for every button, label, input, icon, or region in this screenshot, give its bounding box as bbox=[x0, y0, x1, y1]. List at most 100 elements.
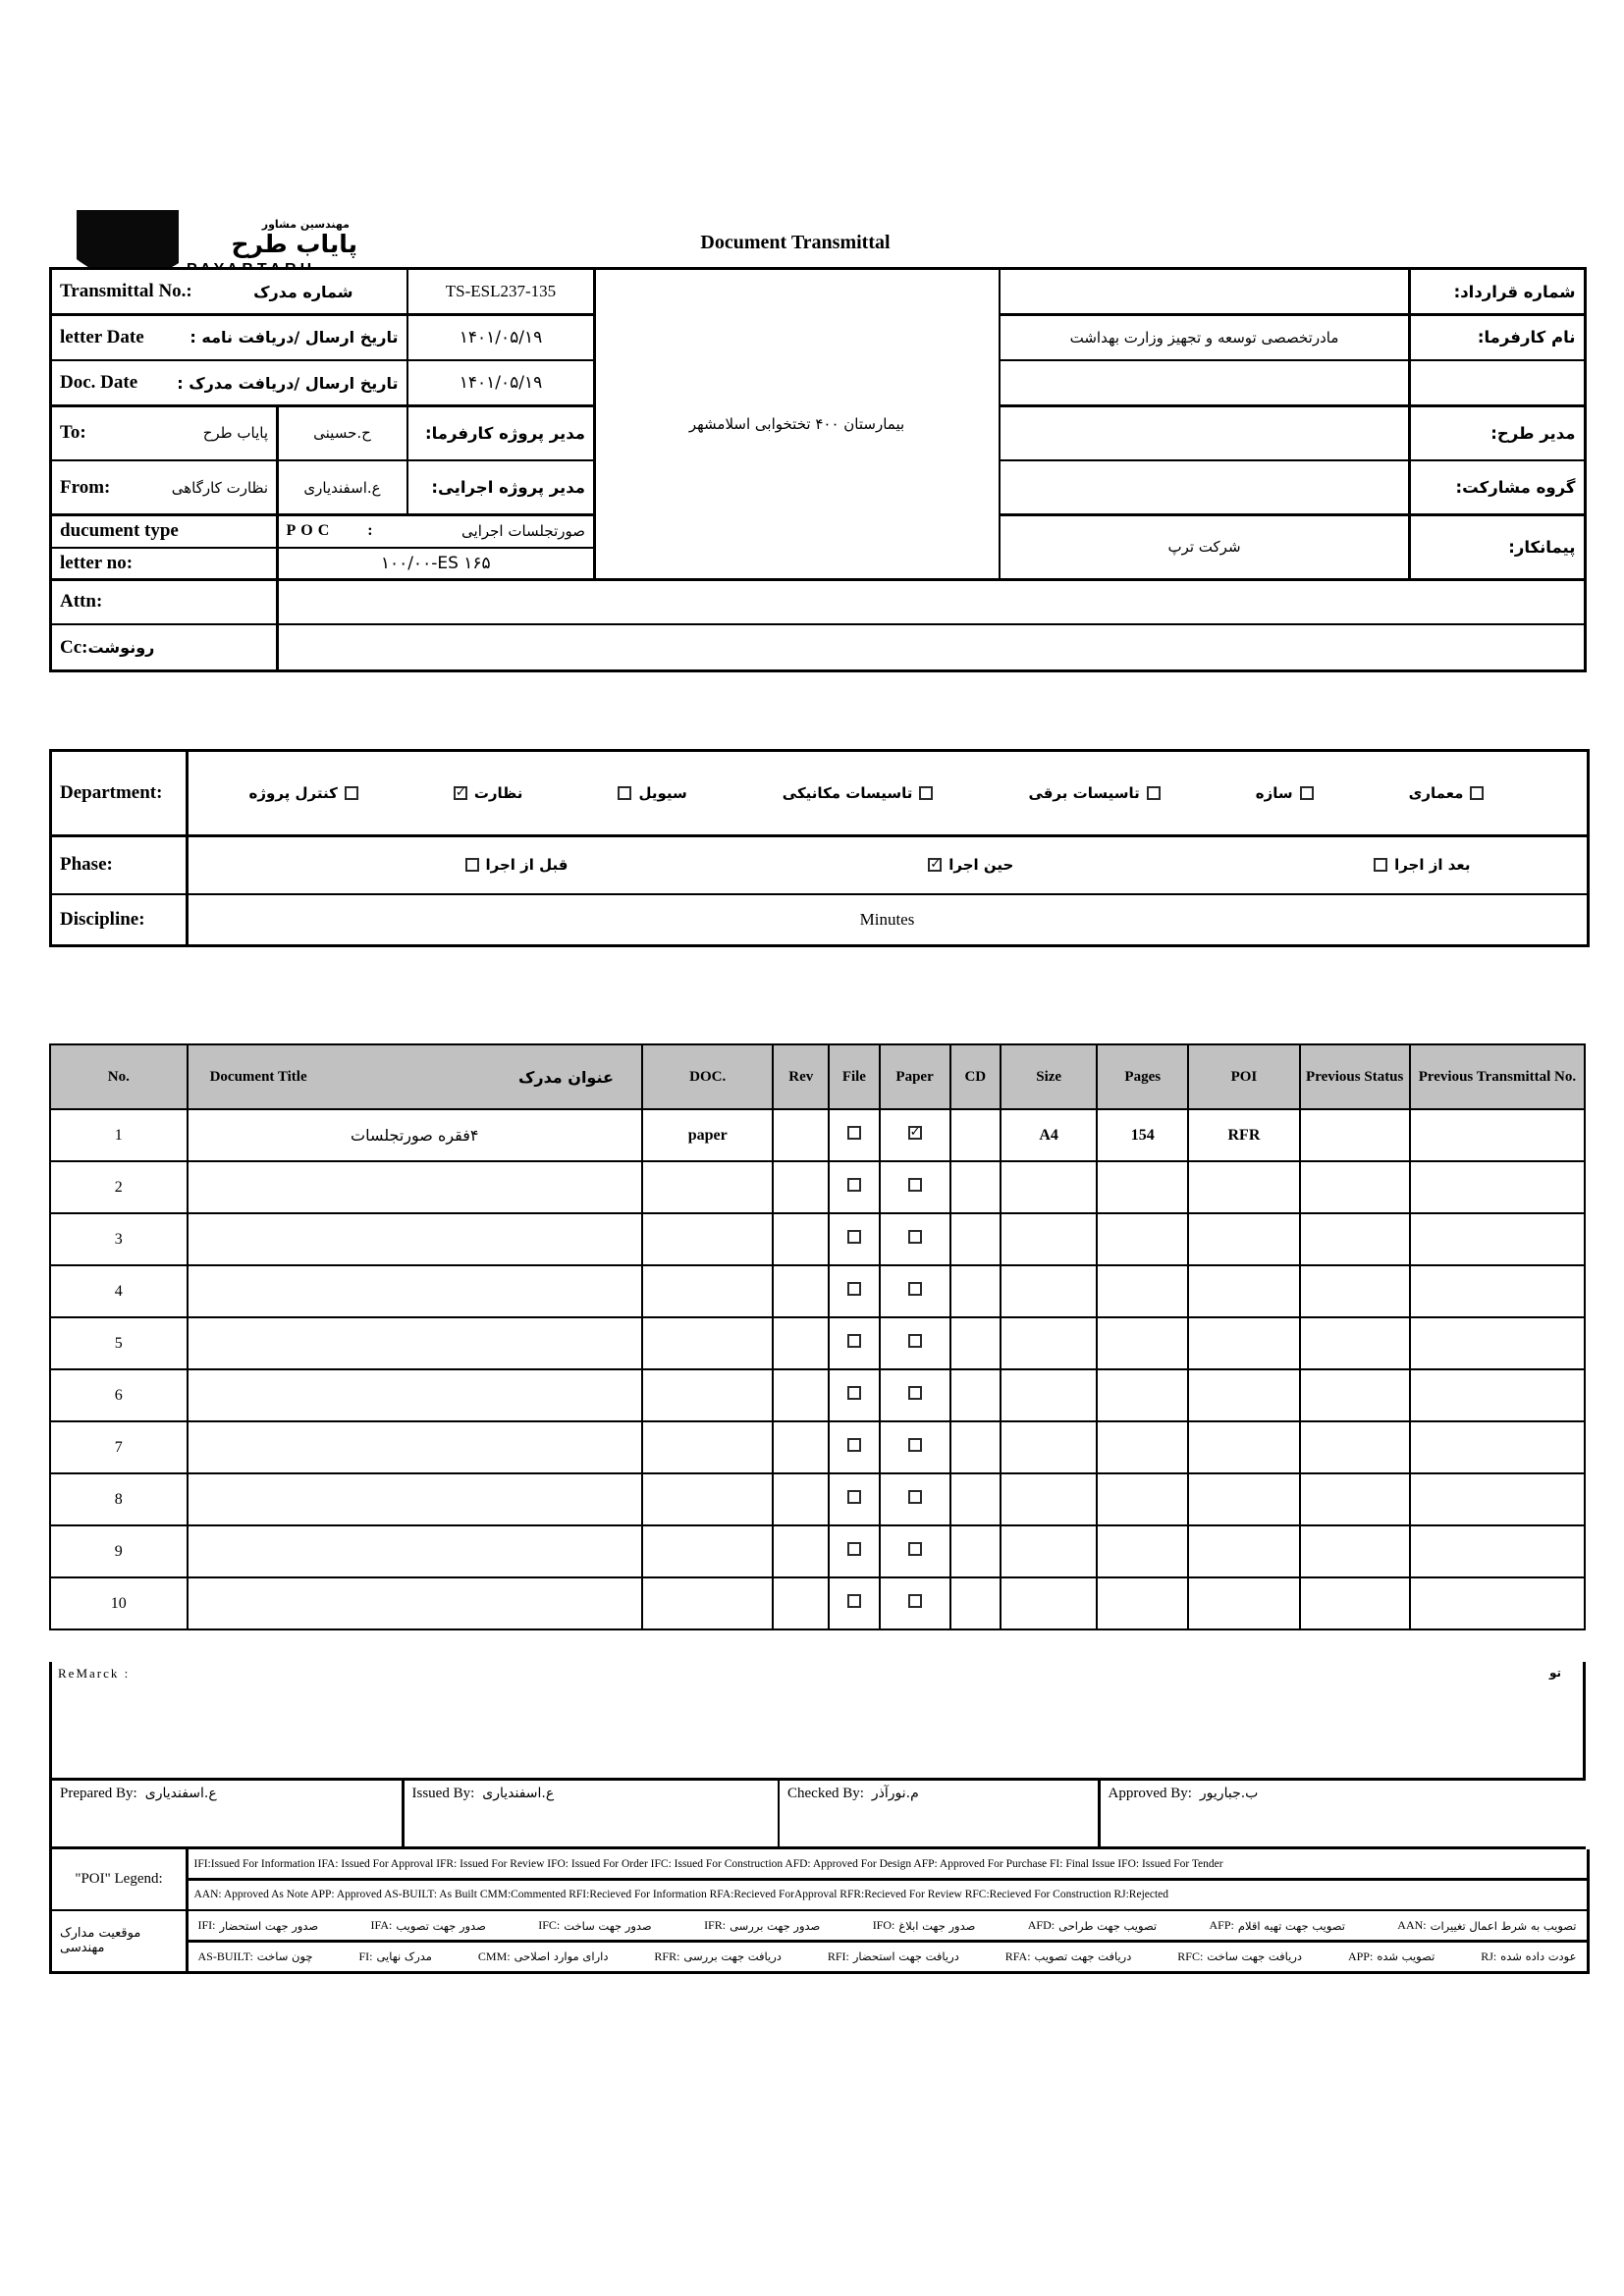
cell-poi bbox=[1187, 1420, 1301, 1474]
cell-cd bbox=[948, 1472, 1002, 1526]
cell-no: 3 bbox=[49, 1212, 189, 1266]
department-option: تاسیسات برقی bbox=[1028, 784, 1161, 802]
contract-no-value-cell bbox=[1001, 270, 1408, 313]
prepared-by-cell: Prepared By: ع.اسفندیاری bbox=[52, 1781, 402, 1846]
letter-date-value: ۱۴۰۱/۰۵/۱۹ bbox=[408, 315, 593, 359]
document-list-table: No. Document Title عنوان مدرک DOC. Rev F… bbox=[49, 1043, 1587, 1630]
contractor-name: شرکت ترپ bbox=[1167, 538, 1241, 557]
from-person: ع.اسفندیاری bbox=[303, 478, 381, 497]
table-row: 10 bbox=[49, 1576, 1587, 1630]
cell-file bbox=[828, 1420, 881, 1474]
from-label: From: bbox=[60, 476, 111, 498]
doc-date-label-cell: Doc. Date تاریخ ارسال /دریافت مدرک : bbox=[52, 361, 406, 404]
issued-by-name: ع.اسفندیاری bbox=[482, 1786, 555, 1801]
letter-no-label: letter no: bbox=[60, 553, 134, 573]
file-checkbox bbox=[846, 1490, 861, 1504]
letter-no-value-cell: ۱۰۰/۰۰-ES ۱۶۵ bbox=[278, 549, 593, 578]
brand-tagline-fa: مهندسین مشاور bbox=[261, 218, 350, 231]
legend-item: IFO: صدور جهت ابلاغ bbox=[872, 1918, 976, 1933]
cell-prev-status bbox=[1298, 1420, 1411, 1474]
cell-pages bbox=[1096, 1316, 1190, 1370]
department-label: Department: bbox=[60, 782, 163, 803]
attn-value-cell bbox=[278, 580, 1584, 623]
legend-item: AFD: تصویب جهت طراحی bbox=[1027, 1918, 1158, 1933]
from-label-cell: From: نظارت کارگاهی bbox=[52, 461, 276, 513]
cell-pages bbox=[1096, 1524, 1190, 1578]
paper-checkbox bbox=[907, 1334, 922, 1348]
option-label: بعد از اجرا bbox=[1394, 856, 1471, 874]
cell-cd bbox=[948, 1264, 1002, 1318]
table-row: 5 bbox=[49, 1316, 1587, 1370]
cell-prev-status bbox=[1298, 1368, 1411, 1422]
file-checkbox bbox=[846, 1542, 861, 1556]
cell-poi bbox=[1187, 1576, 1301, 1630]
cell-poi: RFR bbox=[1187, 1108, 1301, 1162]
file-checkbox bbox=[846, 1126, 861, 1140]
client-name: مادرتخصصی توسعه و تجهیز وزارت بهداشت bbox=[1069, 328, 1339, 347]
cell-no: 10 bbox=[49, 1576, 189, 1630]
header-no: No. bbox=[49, 1043, 189, 1110]
cell-title bbox=[186, 1420, 643, 1474]
paper-checkbox bbox=[907, 1490, 922, 1504]
transmittal-no-label-en: Transmittal No.: bbox=[60, 281, 192, 301]
cell-poi bbox=[1187, 1264, 1301, 1318]
option-checkbox bbox=[1470, 786, 1485, 800]
discipline-label-cell: Discipline: bbox=[52, 895, 186, 944]
cell-no: 6 bbox=[49, 1368, 189, 1422]
table-row: 8 bbox=[49, 1472, 1587, 1526]
option-label: تاسیسات مکانیکی bbox=[782, 784, 913, 802]
phase-label: Phase: bbox=[60, 854, 113, 875]
cell-pages bbox=[1096, 1264, 1190, 1318]
checked-by-label: Checked By: bbox=[787, 1786, 864, 1801]
cell-rev bbox=[772, 1212, 831, 1266]
cell-title bbox=[186, 1212, 643, 1266]
cell-cd bbox=[948, 1316, 1002, 1370]
letter-date-label-fa: تاریخ ارسال /دریافت نامه : bbox=[189, 328, 399, 347]
cell-file bbox=[828, 1264, 881, 1318]
remark-label: ReMarck : bbox=[58, 1666, 131, 1681]
table-row: 7 bbox=[49, 1420, 1587, 1474]
contractor-label-cell: پیمانکار: bbox=[1410, 515, 1584, 578]
file-checkbox bbox=[846, 1282, 861, 1296]
jv-label: گروه مشارکت: bbox=[1455, 478, 1576, 497]
cell-size: A4 bbox=[1000, 1108, 1099, 1162]
transmittal-no-value: TS-ESL237-135 bbox=[408, 270, 593, 313]
option-label: حین اجرا bbox=[948, 856, 1014, 874]
cell-pages: 154 bbox=[1096, 1108, 1190, 1162]
jv-value-cell bbox=[1001, 461, 1408, 513]
legend-item: RFR: دریافت جهت بررسی bbox=[654, 1949, 782, 1964]
cell-prev-transmittal bbox=[1408, 1420, 1587, 1474]
cell-prev-status bbox=[1298, 1264, 1411, 1318]
cell-cd bbox=[948, 1420, 1002, 1474]
cell-prev-status bbox=[1298, 1316, 1411, 1370]
department-options-row: کنترل پروژه نظارت سیویل تاسیسات مکانیکی … bbox=[188, 752, 1587, 834]
cell-prev-status bbox=[1298, 1160, 1411, 1214]
cell-rev bbox=[772, 1472, 831, 1526]
cell-prev-transmittal bbox=[1408, 1576, 1587, 1630]
option-checkbox bbox=[618, 786, 632, 800]
doc-date-label-fa: تاریخ ارسال /دریافت مدرک : bbox=[177, 373, 399, 393]
exec-pm-label: مدیر پروژه اجرایی: bbox=[431, 478, 585, 497]
legend-item: AFP: تصویب جهت تهیه اقلام bbox=[1209, 1918, 1345, 1933]
cell-doc bbox=[640, 1212, 775, 1266]
client-label: نام کارفرما: bbox=[1477, 328, 1576, 347]
project-name: بیمارستان ۴۰۰ تختخوابی اسلامشهر bbox=[688, 415, 905, 433]
to-label: To: bbox=[60, 422, 86, 443]
approved-by-name: ب.جباریور bbox=[1199, 1786, 1259, 1801]
header-prev-status: Previous Status bbox=[1298, 1043, 1411, 1110]
signature-row: Prepared By: ع.اسفندیاری Issued By: ع.اس… bbox=[49, 1781, 1589, 1849]
header-file: File bbox=[828, 1043, 881, 1110]
checked-by-cell: Checked By: م.نورآذر bbox=[780, 1781, 1098, 1846]
document-type-code: POC bbox=[286, 522, 335, 539]
legend-item: IFC: صدور جهت ساخت bbox=[538, 1918, 652, 1933]
cell-poi bbox=[1187, 1316, 1301, 1370]
letter-no-label-cell: letter no: bbox=[52, 549, 276, 578]
legend-en-line2: AAN: Approved As Note APP: Approved AS-B… bbox=[188, 1880, 1587, 1909]
cell-prev-transmittal bbox=[1408, 1264, 1587, 1318]
option-checkbox bbox=[1374, 858, 1388, 872]
option-label: نظارت bbox=[473, 784, 523, 802]
poi-legend-label: "POI" Legend: bbox=[52, 1849, 186, 1909]
cell-title bbox=[186, 1316, 643, 1370]
header-paper: Paper bbox=[878, 1043, 951, 1110]
cell-paper bbox=[878, 1108, 951, 1162]
